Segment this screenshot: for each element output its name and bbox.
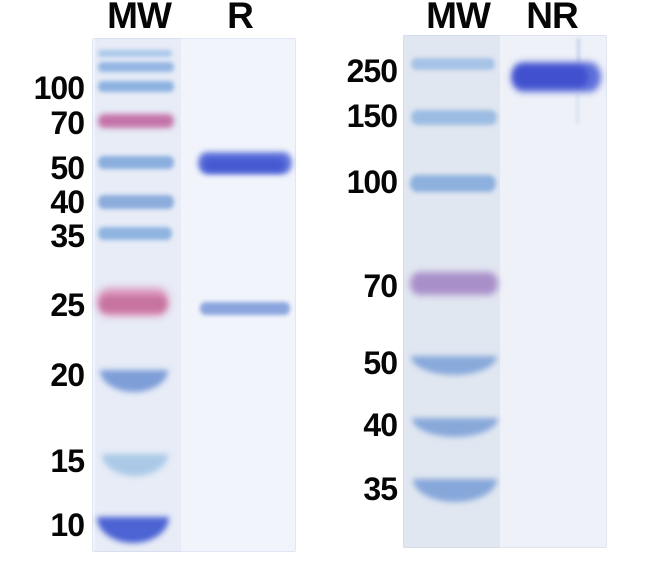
gel-band-nr [514,66,588,87]
mw-tick-label: 35 [363,471,398,507]
mw-tick-label: 70 [363,268,398,304]
gel-band-mw [413,456,497,502]
mw-tick-label: 150 [346,98,398,134]
mw-tick-label: 35 [50,218,85,254]
gel-band-mw [98,50,172,57]
gel-band-mw [100,348,168,392]
gel-band-mw [411,58,495,70]
gel-band-r [200,302,290,315]
gel-band-mw [410,175,496,192]
lane-header-label: MW [107,0,172,36]
mw-tick-label: 50 [50,150,85,186]
gel-band-mw [98,227,172,240]
lane-header-label: MW [426,0,491,36]
gel-band-mw [100,296,166,312]
mw-tick-label: 20 [50,357,85,393]
mw-tick-label: 100 [33,70,85,106]
mw-tick-label: 100 [346,164,398,200]
mw-tick-label: 40 [50,184,85,220]
gel-band-mw [410,272,498,295]
gel-band-mw [98,81,174,92]
gel-streak [576,94,579,124]
gel-band-mw [412,399,498,437]
gel-band-mw [98,195,174,209]
gel-band-mw [98,62,174,72]
lane-header-label: NR [526,0,578,36]
mw-tick-label: 25 [50,287,85,323]
gel-band-r [203,158,285,172]
mw-tick-label: 50 [363,345,398,381]
gel-band-mw [98,156,174,169]
mw-tick-label: 15 [50,443,85,479]
gel-streak [577,38,580,63]
gel-band-mw [98,114,174,128]
mw-tick-label: 70 [50,105,85,141]
lane-header-label: R [227,0,254,36]
mw-tick-label: 10 [50,507,85,543]
mw-tick-label: 40 [363,407,398,443]
gel-band-mw [102,432,168,476]
mw-tick-label: 250 [346,53,398,89]
gel-band-mw [411,110,497,125]
gel-band-mw [411,337,497,375]
